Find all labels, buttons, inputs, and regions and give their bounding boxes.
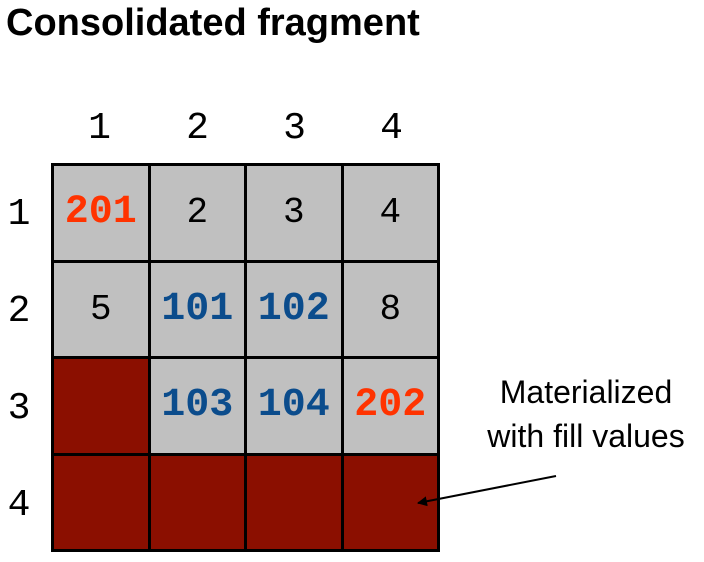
empty-cell [54, 359, 148, 453]
column-header-2: 2 [186, 107, 209, 150]
diagram-title: Consolidated fragment [6, 2, 420, 44]
row-header-4: 4 [7, 484, 31, 527]
grid-cell: 103 [150, 359, 244, 453]
annotation-line-1: Materialized [499, 374, 673, 410]
row-header-3: 3 [7, 387, 31, 430]
grid-cell: 8 [343, 262, 437, 356]
arrow-line [417, 475, 557, 507]
grid-cell: 101 [150, 262, 244, 356]
column-header-1: 1 [88, 107, 111, 150]
annotation-text: Materialized with fill values [462, 370, 704, 458]
annotation-line-2: with fill values [487, 418, 685, 454]
row-header-2: 2 [7, 290, 31, 333]
fragment-grid: 201 2 3 4 5 101 102 8 103 104 202 [51, 163, 440, 552]
row-header-1: 1 [7, 193, 31, 236]
column-header-3: 3 [283, 107, 306, 150]
empty-cell [54, 455, 148, 549]
grid-cell: 2 [150, 166, 244, 260]
grid-cell: 5 [54, 262, 148, 356]
grid-cell: 201 [54, 166, 148, 260]
empty-cell [247, 455, 341, 549]
grid-cell: 4 [343, 166, 437, 260]
grid-cell: 104 [247, 359, 341, 453]
grid-cell: 102 [247, 262, 341, 356]
empty-cell [150, 455, 244, 549]
grid-cell: 202 [343, 359, 437, 453]
grid-cell: 3 [247, 166, 341, 260]
column-header-4: 4 [380, 107, 403, 150]
